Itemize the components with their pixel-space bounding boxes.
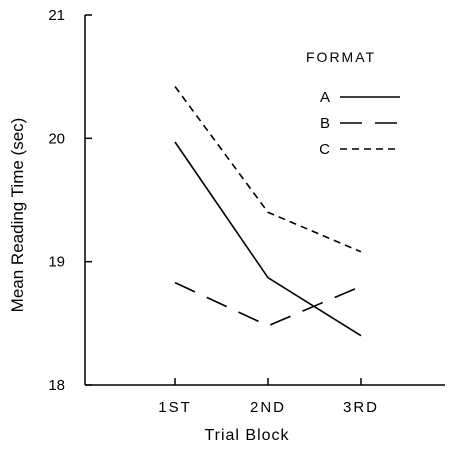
y-tick-label: 19 xyxy=(48,254,65,271)
axes xyxy=(84,15,445,386)
series-line-c xyxy=(174,86,362,253)
x-tick-label: 2ND xyxy=(250,399,286,416)
y-tick-label: 21 xyxy=(48,7,65,24)
legend-label-a: A xyxy=(320,89,330,106)
x-ticks: 1ST 2ND 3RD xyxy=(158,378,379,416)
legend: FORMAT ABC xyxy=(306,49,400,158)
series-line-a xyxy=(174,141,362,337)
legend-label-c: C xyxy=(319,141,330,158)
legend-title: FORMAT xyxy=(306,49,376,65)
series-lines xyxy=(174,86,362,337)
y-ticks: 18 19 20 21 xyxy=(48,7,92,394)
x-axis-label: Trial Block xyxy=(204,427,289,444)
x-tick-label: 1ST xyxy=(158,399,192,416)
y-tick-label: 20 xyxy=(48,130,65,147)
legend-label-b: B xyxy=(320,115,330,132)
series-line-b xyxy=(174,281,362,327)
x-tick-label: 3RD xyxy=(343,399,379,416)
y-axis-label: Mean Reading Time (sec) xyxy=(8,118,27,313)
y-tick-label: 18 xyxy=(48,377,65,394)
